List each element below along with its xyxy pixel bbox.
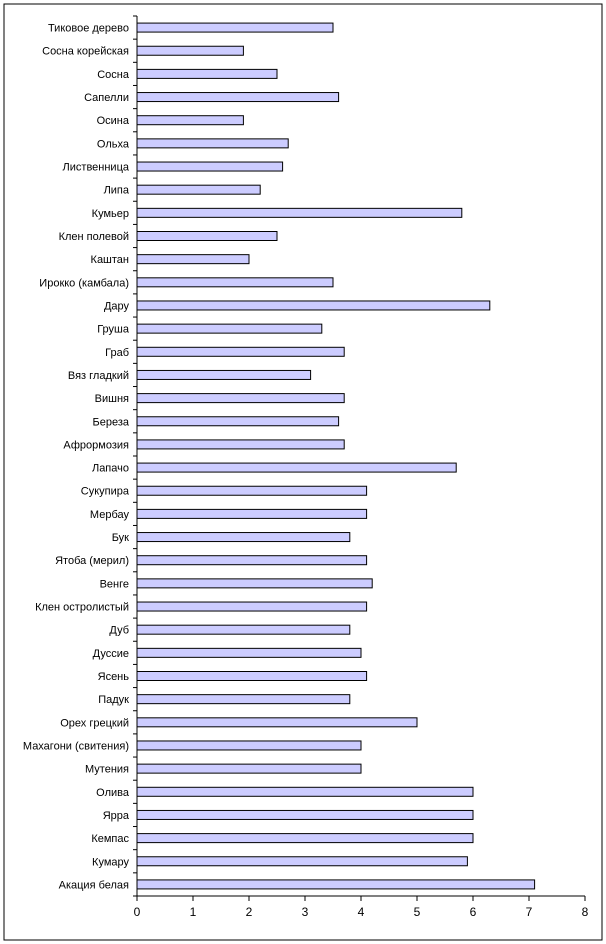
bar [136,231,278,241]
category-label: Венге [100,578,129,590]
category-label: Дуссие [93,648,129,660]
bar [136,624,351,635]
bar [136,786,474,797]
category-label: Махагони (свитения) [23,740,129,752]
category-label: Акация белая [59,879,129,891]
category-label: Дару [104,300,130,312]
category-label: Бук [112,532,129,544]
bar [136,578,373,589]
x-tick-label: 5 [414,905,421,919]
category-label: Мутения [85,764,129,776]
category-label: Вишня [95,393,129,405]
category-label: Афрормозия [63,439,129,451]
bar [136,138,289,149]
category-label: Мербау [90,509,130,521]
bar [136,717,418,728]
bar [136,439,345,450]
bar [136,740,362,751]
category-label: Ятоба (мерил) [55,555,129,567]
bar [136,369,312,380]
bar [136,416,340,427]
x-tick-label: 8 [582,905,589,919]
bars-layer [136,22,536,890]
bar [136,254,250,265]
category-label: Сосна корейская [42,46,129,58]
bar [136,485,368,496]
category-label: Ольха [97,138,130,150]
bar [136,532,351,543]
category-label: Падук [98,694,129,706]
x-tick-label: 2 [246,905,253,919]
category-label: Груша [97,324,130,336]
bar [136,555,368,566]
bar [136,346,345,357]
category-label: Сапелли [84,92,129,104]
bar [136,508,368,519]
bar [136,647,362,658]
x-tick-label: 4 [358,905,365,919]
category-label: Каштан [91,254,129,266]
bar [136,833,474,844]
bar [136,115,244,126]
bar [136,671,368,681]
category-label: Сосна [97,69,130,81]
category-label: Вяз гладкий [68,370,129,382]
x-tick-label: 7 [526,905,533,919]
bar [136,462,457,473]
bar [136,393,345,404]
bar [136,22,334,33]
x-tick-label: 0 [134,905,141,919]
category-label: Ирокко (камбала) [39,277,129,289]
category-label: Кумару [92,856,129,868]
category-label: Сукупира [81,486,130,498]
category-label: Клен остролистый [35,602,129,614]
category-label: Олива [96,787,130,799]
category-label: Лиственница [63,162,130,174]
category-label: Ярра [103,810,130,822]
x-tick-label: 3 [302,905,309,919]
bar [136,92,340,103]
bar [136,856,468,867]
bar [136,601,368,612]
bar [136,277,334,288]
category-label: Липа [104,185,130,197]
category-label: Орех грецкий [60,717,129,729]
x-tick-labels: 0 1 2 3 4 5 6 7 8 [134,905,589,919]
category-label: Кумьер [92,208,129,220]
bar [136,161,284,172]
bar [136,694,351,705]
category-label: Ясень [98,671,130,683]
bar [136,300,491,311]
bar [136,45,244,56]
x-tick-label: 1 [190,905,197,919]
axes-layer [133,15,586,901]
bar [136,323,323,334]
category-label: Береза [93,416,130,428]
bar [136,879,536,890]
x-tick-label: 6 [470,905,477,919]
category-label: Клен полевой [59,231,129,243]
category-labels: Тиковое дерево Сосна корейская Сосна Сапелл… [23,23,130,892]
bar [136,68,278,79]
bar [136,184,261,195]
bar [136,207,463,218]
category-label: Граб [105,347,129,359]
category-label: Лапачо [92,463,129,475]
category-label: Кемпас [91,833,129,845]
category-label: Тиковое дерево [48,23,129,35]
bar [136,763,362,774]
category-label: Осина [97,115,130,127]
category-label: Дуб [109,625,129,637]
bar [136,809,474,820]
